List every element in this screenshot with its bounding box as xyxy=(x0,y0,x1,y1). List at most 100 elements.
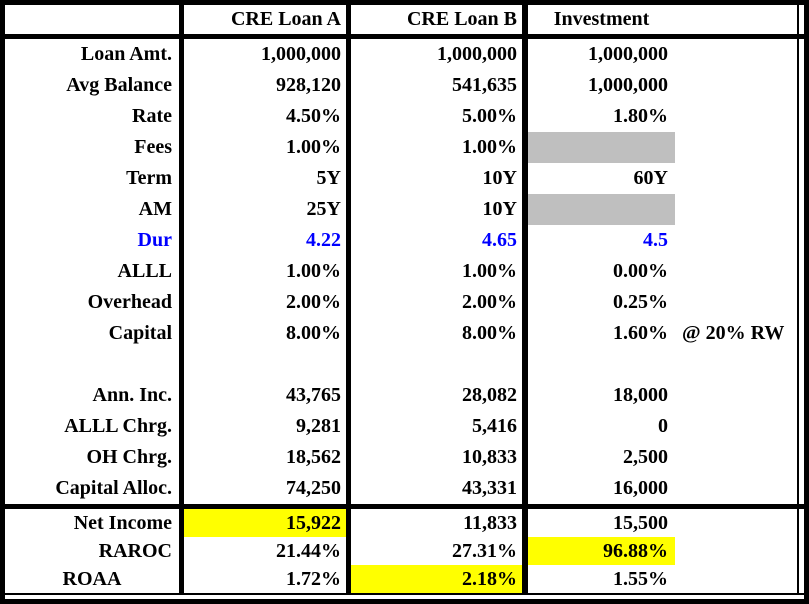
grid-line-vertical xyxy=(179,194,184,225)
row-label-cell[interactable]: Loan Amt. xyxy=(80,43,172,65)
cre-loan-a-cell[interactable]: 15,922 xyxy=(184,509,346,537)
cre-loan-b-cell[interactable]: 2.00% xyxy=(462,291,517,313)
row-label-cell[interactable]: Capital Alloc. xyxy=(55,477,172,499)
cre-loan-a-cell[interactable]: 21.44% xyxy=(276,539,341,562)
cre-loan-b-cell[interactable]: 4.65 xyxy=(482,229,517,251)
cre-loan-a-cell[interactable]: 9,281 xyxy=(296,415,341,437)
cre-loan-b-cell[interactable]: 5,416 xyxy=(472,415,517,437)
investment-cell[interactable]: 96.88% xyxy=(528,537,675,565)
border-gap xyxy=(799,101,804,132)
investment-cell[interactable]: 60Y xyxy=(633,167,668,189)
inner-right-border xyxy=(797,163,799,194)
investment-cell[interactable]: 1.55% xyxy=(613,567,668,590)
cre-loan-a-cell[interactable]: 8.00% xyxy=(286,322,341,344)
investment-cell[interactable]: 2,500 xyxy=(623,446,668,468)
cre-loan-b-cell[interactable]: 1.00% xyxy=(462,136,517,158)
grid-line-vertical xyxy=(346,442,351,473)
row-label-cell[interactable]: Capital xyxy=(108,322,172,344)
investment-cell[interactable]: 1.80% xyxy=(613,105,668,127)
cre-loan-b-cell[interactable]: 1.00% xyxy=(462,260,517,282)
row-label-cell[interactable]: Fees xyxy=(134,136,172,158)
cre-loan-a-cell[interactable]: 1.72% xyxy=(286,567,341,590)
column-header-cre-loan-b[interactable]: CRE Loan B xyxy=(406,8,517,30)
border-gap xyxy=(799,70,804,101)
column-header-investment[interactable]: Investment xyxy=(553,8,650,30)
grid-line-vertical xyxy=(179,442,184,473)
cre-loan-b-cell[interactable]: 43,331 xyxy=(462,477,517,499)
cre-loan-b-cell[interactable]: 28,082 xyxy=(462,384,517,406)
row-label-cell[interactable] xyxy=(5,349,179,380)
investment-cell[interactable]: 4.5 xyxy=(643,229,668,251)
row-label-cell[interactable]: OH Chrg. xyxy=(86,446,172,468)
cre-loan-b-cell[interactable]: 27.31% xyxy=(452,539,517,562)
investment-cell[interactable]: 0 xyxy=(658,415,668,437)
cre-loan-b-cell[interactable]: 10,833 xyxy=(462,446,517,468)
cre-loan-a-cell[interactable]: 74,250 xyxy=(286,477,341,499)
row-label-cell[interactable]: Rate xyxy=(132,105,172,127)
investment-cell[interactable]: 1.60% xyxy=(613,322,668,344)
cre-loan-a-cell[interactable]: 1.00% xyxy=(286,260,341,282)
row-label-cell[interactable]: RAROC xyxy=(98,539,172,562)
investment-cell[interactable]: 16,000 xyxy=(613,477,668,499)
border-gap xyxy=(799,565,804,593)
cre-loan-b-cell[interactable]: 5.00% xyxy=(462,105,517,127)
row-label-cell[interactable]: ALLL xyxy=(117,260,172,282)
investment-cell[interactable] xyxy=(528,349,675,380)
row-label-cell[interactable]: Dur xyxy=(137,229,172,251)
table-row: OH Chrg. 18,562 10,833 2,500 xyxy=(5,442,804,473)
cre-loan-b-cell[interactable]: 1,000,000 xyxy=(437,43,517,65)
corner-cell[interactable] xyxy=(5,5,179,34)
investment-cell[interactable]: 0.00% xyxy=(613,260,668,282)
border-gap xyxy=(799,473,804,504)
cre-loan-a-cell[interactable]: 25Y xyxy=(306,198,341,220)
inner-right-border xyxy=(797,349,799,380)
cre-loan-b-cell[interactable]: 10Y xyxy=(482,167,517,189)
cre-loan-a-cell[interactable]: 1.00% xyxy=(286,136,341,158)
cre-loan-a-cell[interactable]: 43,765 xyxy=(286,384,341,406)
inner-right-border xyxy=(797,225,799,256)
cre-loan-b-cell[interactable]: 10Y xyxy=(482,198,517,220)
investment-cell[interactable] xyxy=(528,194,675,225)
row-label-cell[interactable]: Term xyxy=(126,167,172,189)
cre-loan-b-cell[interactable]: 8.00% xyxy=(462,322,517,344)
header-divider xyxy=(5,34,804,39)
inner-right-border xyxy=(797,509,799,537)
investment-note-cell xyxy=(675,287,797,318)
row-label-cell[interactable]: ALLL Chrg. xyxy=(64,415,172,437)
table-row: Term 5Y 10Y 60Y xyxy=(5,163,804,194)
cre-loan-a-cell[interactable]: 4.50% xyxy=(286,105,341,127)
cre-loan-b-cell[interactable]: 541,635 xyxy=(452,74,517,96)
row-label-cell[interactable]: AM xyxy=(138,198,172,220)
cre-loan-a-cell[interactable]: 1,000,000 xyxy=(261,43,341,65)
row-label-cell[interactable]: Net Income xyxy=(73,511,172,534)
row-label-cell[interactable]: Overhead xyxy=(87,291,172,313)
cre-loan-a-cell[interactable]: 18,562 xyxy=(286,446,341,468)
row-label-cell[interactable]: ROAA xyxy=(62,567,122,590)
inner-right-border xyxy=(797,5,799,34)
investment-cell[interactable]: 1,000,000 xyxy=(588,43,668,65)
cre-loan-a-cell[interactable]: 5Y xyxy=(316,167,341,189)
grid-line-vertical xyxy=(522,411,528,442)
inner-right-border xyxy=(797,194,799,225)
investment-cell[interactable]: 18,000 xyxy=(613,384,668,406)
grid-line-vertical xyxy=(179,5,184,34)
cre-loan-b-cell[interactable] xyxy=(351,349,522,380)
cre-loan-a-cell[interactable]: 928,120 xyxy=(276,74,341,96)
investment-cell[interactable]: 15,500 xyxy=(613,511,668,534)
grid-line-vertical xyxy=(179,509,184,537)
investment-cell[interactable]: 1,000,000 xyxy=(588,74,668,96)
cre-loan-a-cell[interactable] xyxy=(184,349,346,380)
inner-right-border xyxy=(797,565,799,593)
row-label-cell[interactable]: Ann. Inc. xyxy=(92,384,172,406)
column-header-cre-loan-a[interactable]: CRE Loan A xyxy=(230,8,341,30)
border-gap xyxy=(799,318,804,349)
cre-loan-a-cell[interactable]: 4.22 xyxy=(306,229,341,251)
investment-cell[interactable] xyxy=(528,132,675,163)
cre-loan-a-cell[interactable]: 2.00% xyxy=(286,291,341,313)
grid-line-vertical xyxy=(346,5,351,34)
table-row: ALLL 1.00% 1.00% 0.00% xyxy=(5,256,804,287)
cre-loan-b-cell[interactable]: 2.18% xyxy=(351,565,522,593)
row-label-cell[interactable]: Avg Balance xyxy=(66,74,172,96)
cre-loan-b-cell[interactable]: 11,833 xyxy=(463,511,517,534)
investment-cell[interactable]: 0.25% xyxy=(613,291,668,313)
